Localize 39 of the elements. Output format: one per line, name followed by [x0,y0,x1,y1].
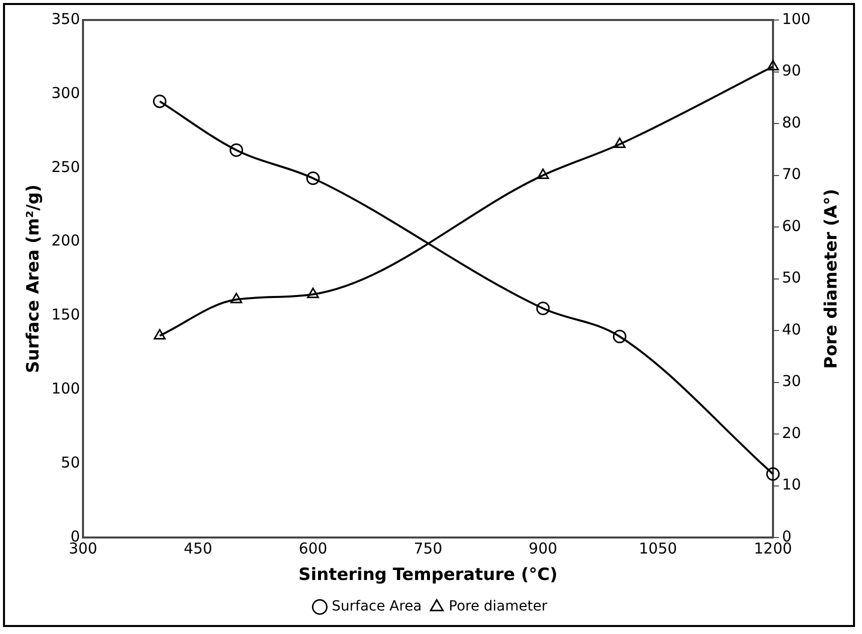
x-tick-label: 450 [184,539,212,558]
point [306,171,320,185]
y-tick-label: 50 [60,454,80,472]
y2-tick-label: 80 [782,113,802,132]
y-tick-label: 350 [51,10,80,28]
point [154,328,166,340]
point [230,292,242,304]
x-axis-title: Sintering Temperature (°C) [298,565,558,586]
y-tick-label: 150 [51,306,80,324]
point [537,168,549,180]
point [614,137,626,148]
point [230,143,244,157]
y-tick-label: 100 [51,380,80,398]
point [612,330,626,344]
legend-label: Pore diameter [448,598,548,615]
y2-tick-label: 100 [782,10,811,28]
x-tick-label: 1050 [638,539,678,558]
x-tick-label: 900 [528,539,558,558]
y-tick-label: 250 [51,158,80,176]
y2-tick-label: 30 [782,372,802,390]
y2-tick-label: 10 [782,476,802,494]
x-tick-label: 600 [298,539,328,558]
y2-tick-label: 60 [782,216,802,235]
point [307,288,319,298]
point [767,60,779,70]
y2-tick-label: 90 [782,62,802,80]
y-tick-label: 200 [51,232,80,250]
y2-axis-title: Pore diameter (A°) [821,188,842,369]
point [536,302,550,316]
legend-label: Surface Area [332,598,422,615]
y2-tick-label: 20 [782,424,802,442]
y-axis-title: Surface Area (m²/g) [24,184,44,374]
point [152,94,166,108]
x-tick-label: 750 [414,539,442,558]
y2-tick-label: 40 [782,320,802,338]
y-tick-label: 300 [51,84,80,102]
y2-tick-label: 50 [782,268,802,287]
point [766,467,780,481]
y2-tick-label: 70 [782,165,802,184]
